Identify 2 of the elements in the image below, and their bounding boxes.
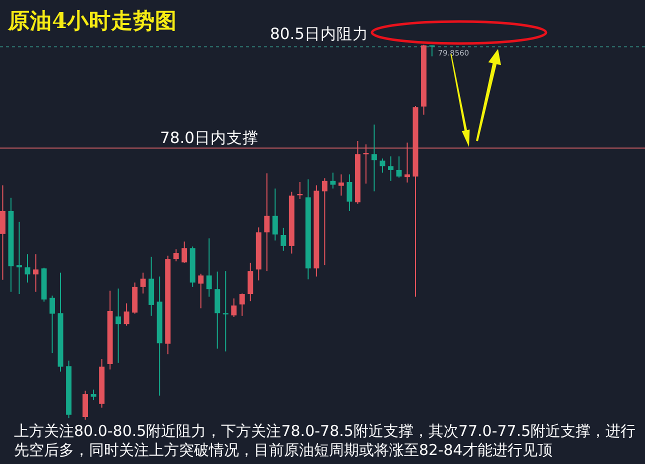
ref-line-label: 78.0日内支撑 (160, 129, 259, 148)
title: 原油4小时走势图 (8, 9, 177, 34)
